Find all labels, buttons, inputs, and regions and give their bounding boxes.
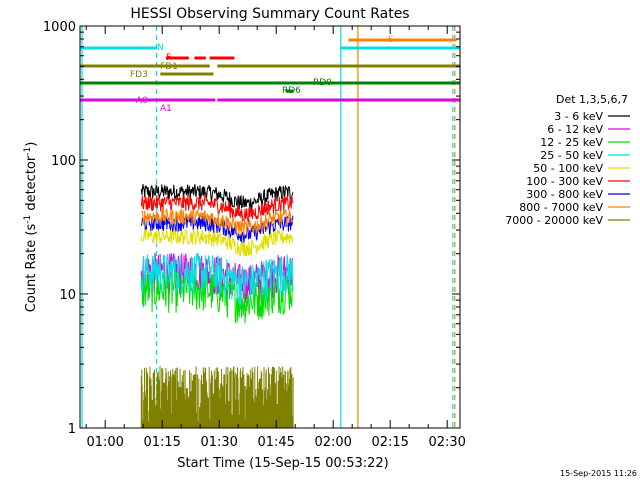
x-tick-label: 01:30 (200, 435, 237, 450)
y-axis-label: Count Rate (s-1 detector-1) (23, 142, 39, 313)
legend-label: 6 - 12 keV (547, 123, 603, 136)
legend-title: Det 1,3,5,6,7 (556, 93, 628, 106)
flag-label: FD3 (130, 70, 148, 80)
y-tick-label: 1000 (43, 20, 76, 35)
flag-label: A1 (160, 104, 172, 114)
x-axis-label: Start Time (15-Sep-15 00:53:22) (177, 456, 388, 471)
x-tick-label: 02:15 (371, 435, 408, 450)
plot-frame (79, 25, 461, 429)
series-line (141, 208, 294, 237)
legend-label: 800 - 7000 keV (519, 201, 603, 214)
series-line (140, 253, 294, 306)
legend-label: 300 - 800 keV (526, 188, 603, 201)
series-line (140, 366, 294, 428)
series-line (140, 227, 294, 257)
x-tick-label: 01:00 (86, 435, 123, 450)
x-tick-label: 02:00 (314, 435, 351, 450)
legend-label: 3 - 6 keV (554, 110, 603, 123)
y-tick-label: 1 (68, 422, 76, 437)
x-tick-label: 01:15 (143, 435, 180, 450)
timestamp: 15-Sep-2015 11:26 (560, 469, 637, 478)
flag-label: A0 (136, 96, 148, 106)
flag-label: S (388, 35, 394, 45)
legend-label: 100 - 300 keV (526, 175, 603, 188)
y-tick-label: 10 (59, 288, 76, 303)
x-tick-label: 01:45 (257, 435, 294, 450)
legend-label: 50 - 100 keV (533, 162, 603, 175)
series-line (140, 194, 294, 223)
flag-label: N (157, 43, 164, 53)
flag-label: FD1 (160, 62, 178, 72)
flag-label: F (166, 53, 171, 63)
y-axis-ticks: 1 10 100 1000 (43, 20, 460, 437)
x-tick-label: 02:30 (428, 435, 465, 450)
flag-label: RD6 (282, 86, 301, 96)
legend-label: 25 - 50 keV (540, 149, 603, 162)
flag-label: RD0 (313, 78, 332, 88)
vertical-marker-lines (81, 26, 456, 428)
series-line (140, 183, 294, 211)
y-tick-label: 100 (51, 154, 76, 169)
legend-label: 12 - 25 keV (540, 136, 603, 149)
chart-title: HESSI Observing Summary Count Rates (130, 6, 409, 22)
series-layer (140, 183, 294, 428)
x-axis-ticks: 01:00 01:15 01:30 01:45 02:00 02:15 02:30 (85, 26, 466, 450)
legend-label: 7000 - 20000 keV (505, 214, 603, 227)
